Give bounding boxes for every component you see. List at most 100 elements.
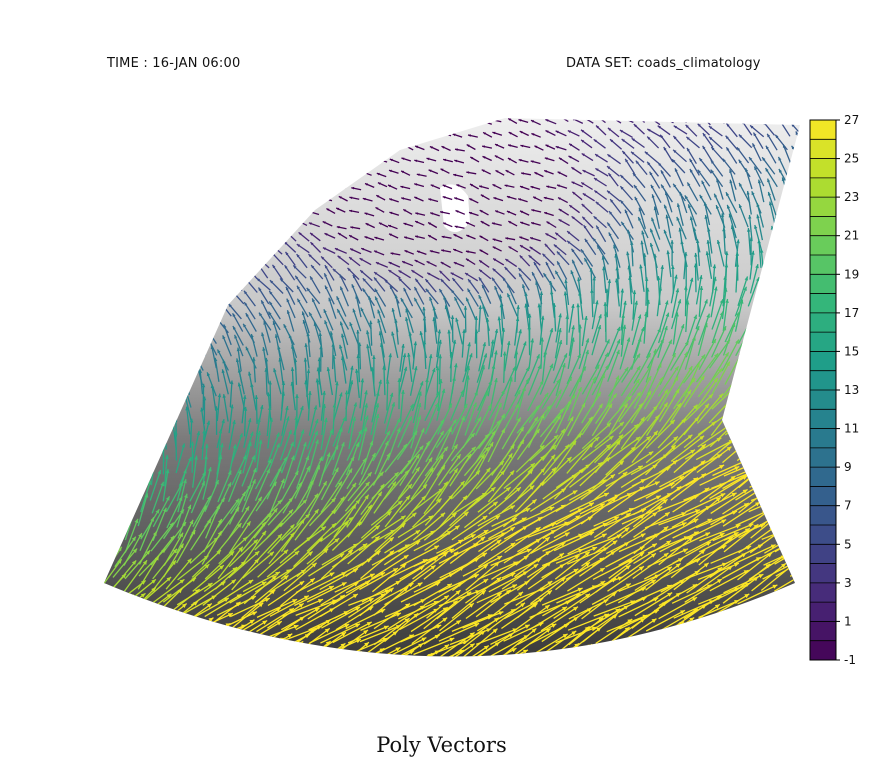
vector-arrowhead (334, 467, 339, 473)
vector-arrowhead (302, 663, 307, 667)
vector-arrowhead (173, 408, 178, 413)
vector-arrowhead (768, 424, 774, 429)
vector-arrow (454, 106, 463, 110)
vector-arrowhead (486, 467, 491, 473)
vector-arrowhead (286, 416, 290, 421)
vector-arrow (306, 537, 340, 565)
vector-arrowhead (535, 527, 541, 532)
vector-arrowhead (138, 420, 142, 425)
vector-arrow (196, 334, 207, 356)
vector-arrowhead (92, 363, 95, 367)
vector-arrow (400, 624, 442, 643)
vector-arrow (281, 513, 311, 541)
vector-arrowhead (586, 653, 592, 657)
vector-arrowhead (404, 250, 408, 253)
vector-arrowhead (508, 132, 512, 135)
vector-arrowhead (805, 603, 810, 607)
vector-arrow (645, 444, 677, 476)
vector-arrow (760, 380, 790, 410)
vector-arrowhead (537, 517, 543, 522)
vector-arrow (474, 441, 494, 477)
vector-arrowhead (156, 158, 160, 162)
vector-arrowhead (339, 392, 343, 397)
vector-arrow (773, 509, 800, 528)
vector-arrowhead (441, 146, 445, 149)
vector-arrow (137, 610, 177, 632)
vector-arrow (477, 380, 493, 411)
vector-arrow (637, 216, 649, 239)
vector-arrowhead (403, 130, 407, 134)
vector-arrowhead (339, 427, 343, 432)
vector-arrowhead (601, 256, 605, 260)
vector-arrow (488, 339, 494, 370)
vector-arrowhead (98, 420, 102, 424)
vector-arrowhead (837, 442, 842, 446)
vector-arrowhead (641, 508, 646, 513)
vector-arrowhead (344, 521, 349, 526)
vector-arrowhead (674, 168, 678, 172)
vector-arrowhead (288, 334, 292, 339)
vector-arrowhead (280, 478, 285, 484)
vector-arrow (91, 237, 101, 240)
vector-arrow (243, 418, 252, 448)
vector-arrowhead (156, 608, 161, 613)
vector-arrow (189, 649, 230, 657)
vector-arrowhead (708, 126, 713, 130)
vector-arrowhead (578, 548, 584, 553)
vector-arrow (751, 98, 762, 108)
vector-arrowhead (743, 570, 749, 575)
vector-arrow (670, 416, 700, 448)
vector-arrowhead (479, 235, 483, 239)
vector-arrowhead (746, 191, 750, 195)
vector-arrowhead (756, 277, 760, 282)
vector-arrowhead (389, 537, 394, 542)
vector-arrowhead (443, 481, 448, 487)
vector-arrowhead (618, 640, 623, 645)
vector-arrow (150, 522, 175, 552)
vector-arrow (150, 651, 192, 657)
vector-arrowhead (549, 363, 553, 369)
vector-arrow (644, 642, 680, 657)
vector-arrow (309, 642, 346, 657)
vector-arrowhead (754, 605, 760, 610)
vector-arrowhead (754, 411, 759, 416)
vector-arrow (361, 646, 401, 657)
vector-arrow (571, 259, 582, 281)
vector-arrowhead (614, 278, 619, 283)
vector-arrowhead (163, 292, 167, 296)
vector-arrowhead (284, 265, 288, 269)
vector-arrowhead (510, 444, 515, 449)
vector-arrowhead (342, 660, 347, 664)
vector-arrow (241, 478, 257, 513)
vector-arrowhead (539, 291, 544, 295)
vector-arrowhead (104, 494, 108, 499)
vector-arrow (294, 585, 335, 607)
vector-arrow (320, 581, 359, 606)
vector-arrow (390, 118, 401, 123)
vector-arrowhead (540, 315, 545, 320)
vector-arrowhead (350, 248, 354, 252)
vector-arrow (182, 167, 193, 174)
vector-arrowhead (475, 470, 480, 475)
vector-arrowhead (259, 184, 262, 187)
vector-arrow (149, 628, 192, 646)
vector-arrowhead (355, 442, 360, 447)
vector-arrowhead (798, 390, 800, 395)
vector-arrowhead (635, 379, 640, 384)
vector-arrow (646, 579, 685, 604)
vector-arrowhead (760, 288, 764, 294)
vector-arrow (761, 619, 799, 646)
vector-arrow (645, 419, 676, 449)
vector-arrow (773, 422, 800, 450)
vector-arrowhead (767, 191, 771, 196)
vector-arrowhead (250, 659, 255, 663)
vector-arrow (104, 329, 115, 346)
vector-arrow (377, 133, 388, 138)
vector-arrowhead (744, 623, 750, 627)
vector-arrow (190, 622, 231, 644)
vector-arrowhead (391, 331, 395, 336)
vector-arrow (268, 663, 308, 682)
vector-arrow (464, 501, 498, 529)
vector-arrow (436, 366, 439, 398)
vector-arrowhead (572, 490, 578, 495)
